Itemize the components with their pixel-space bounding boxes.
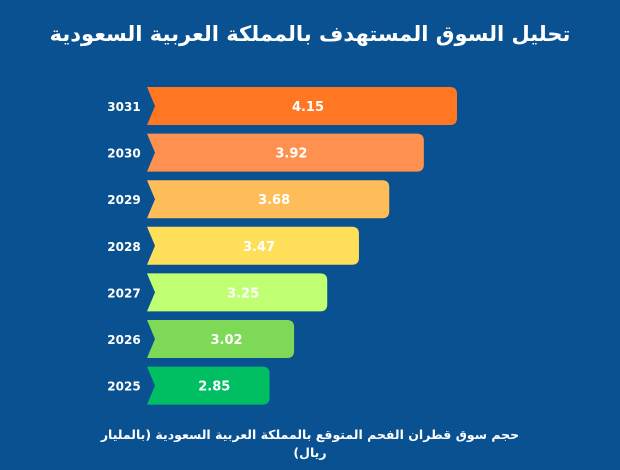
bar-group: 2030 3.92 bbox=[107, 133, 424, 172]
bar-group: 2027 3.25 bbox=[107, 273, 328, 312]
value-label: 2.85 bbox=[198, 380, 230, 395]
category-label: 2025 bbox=[107, 380, 140, 394]
bar bbox=[147, 226, 359, 265]
category-label: 2026 bbox=[107, 333, 140, 347]
category-label: 2030 bbox=[107, 147, 140, 161]
value-label: 4.15 bbox=[292, 100, 324, 115]
bar-group: 2028 3.47 bbox=[107, 226, 359, 265]
bar bbox=[147, 133, 424, 172]
value-label: 3.68 bbox=[258, 193, 290, 208]
value-label: 3.47 bbox=[243, 240, 275, 255]
value-label: 3.92 bbox=[275, 147, 307, 162]
bar-group: 2025 2.85 bbox=[107, 366, 270, 405]
bar-group: 2026 3.02 bbox=[107, 320, 295, 358]
category-label: 2027 bbox=[107, 286, 140, 300]
bar-group: 2029 3.68 bbox=[107, 180, 390, 219]
chart-caption: حجم سوق قطران الفحم المتوقع بالمملكة الع… bbox=[100, 427, 520, 460]
category-label: 3031 bbox=[107, 100, 140, 114]
bar bbox=[147, 87, 457, 125]
bar bbox=[147, 366, 270, 405]
bar bbox=[147, 320, 295, 358]
bar bbox=[147, 180, 390, 219]
bar bbox=[147, 273, 328, 312]
chart-title: تحليل السوق المستهدف بالمملكة العربية ال… bbox=[49, 22, 571, 46]
category-label: 2028 bbox=[107, 240, 140, 254]
bar-group: 3031 4.15 bbox=[107, 87, 457, 125]
category-label: 2029 bbox=[107, 193, 140, 207]
value-label: 3.25 bbox=[227, 286, 259, 301]
value-label: 3.02 bbox=[210, 333, 242, 348]
